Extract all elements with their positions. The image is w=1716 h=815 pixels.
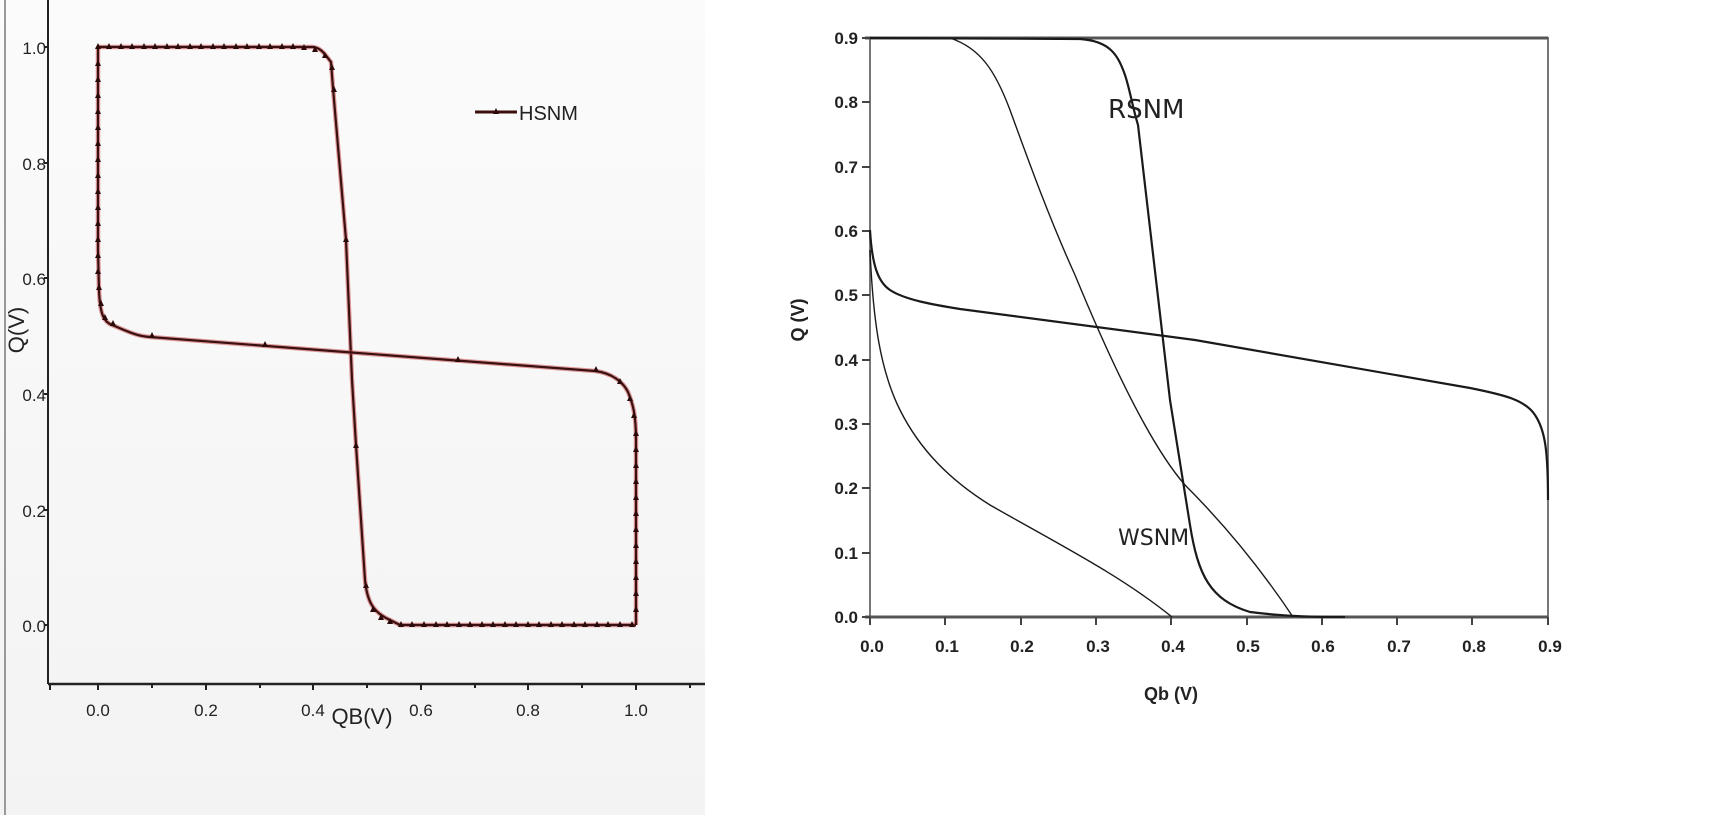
hsnm-chart-panel: 1.0 0.8 0.6 0.4 0.2 0.0 0.0 0.2 0.4 0.6 … [0,0,705,815]
curves [868,36,1550,619]
rsnm-wsnm-chart-panel: 0.9 0.8 0.7 0.6 0.5 0.4 0.3 0.2 0.1 0.0 … [760,0,1716,815]
y-tick-label: 0.0 [22,617,46,636]
y-tick-label: 0.9 [834,29,858,48]
y-axis-label: Q (V) [788,298,808,341]
wsnm-curve-c [949,37,1294,618]
x-tick-label: 1.0 [624,701,648,720]
y-tick-label: 0.8 [834,93,858,112]
rsnm-curve-b [868,229,1550,501]
x-tick-label: 0.4 [301,701,325,720]
y-tick-label: 0.8 [22,155,46,174]
hsnm-markers [95,43,639,627]
x-axis-ticks [869,617,1549,625]
y-tick-label: 0.1 [834,544,858,563]
legend-marker-icon [493,108,499,114]
y-tick-label: 1.0 [22,39,46,58]
rsnm-annotation: RSNM [1108,95,1184,125]
hsnm-curve-2 [95,47,639,625]
x-tick-label: 0.2 [1010,637,1034,656]
x-tick-label: 0.4 [1161,637,1185,656]
x-tick-label: 0.1 [935,637,959,656]
x-axis-label: QB(V) [331,704,392,729]
y-tick-label: 0.3 [834,415,858,434]
y-tick-label: 0.2 [22,502,46,521]
hsnm-chart: 1.0 0.8 0.6 0.4 0.2 0.0 0.0 0.2 0.4 0.6 … [4,0,705,815]
y-tick-label: 0.0 [834,608,858,627]
hsnm-curve-1 [98,44,636,628]
x-tick-label: 0.0 [86,701,110,720]
legend: HSNM [475,103,578,125]
x-tick-label: 0.6 [1311,637,1335,656]
y-tick-label: 0.7 [834,158,858,177]
x-tick-labels: 0.0 0.1 0.2 0.3 0.4 0.5 0.6 0.7 0.8 0.9 [860,637,1562,656]
x-tick-label: 0.8 [516,701,540,720]
y-tick-labels: 1.0 0.8 0.6 0.4 0.2 0.0 [22,39,46,636]
rsnm-curve-a [869,36,1346,619]
y-tick-label: 0.4 [834,351,858,370]
y-tick-labels: 0.9 0.8 0.7 0.6 0.5 0.4 0.3 0.2 0.1 0.0 [834,29,858,627]
rsnm-wsnm-chart: 0.9 0.8 0.7 0.6 0.5 0.4 0.3 0.2 0.1 0.0 … [788,29,1562,704]
y-tick-label: 0.6 [22,270,46,289]
x-tick-label: 0.9 [1538,637,1562,656]
x-tick-label: 0.7 [1387,637,1411,656]
y-tick-label: 0.2 [834,479,858,498]
x-tick-labels: 0.0 0.2 0.4 0.6 0.8 1.0 [86,701,648,720]
y-tick-label: 0.5 [834,286,858,305]
y-tick-label: 0.6 [834,222,858,241]
y-tick-label: 0.4 [22,386,46,405]
x-tick-label: 0.3 [1086,637,1110,656]
wsnm-annotation: WSNM [1118,526,1189,551]
y-axis-ticks [44,46,48,626]
x-tick-label: 0.5 [1236,637,1260,656]
x-tick-label: 0.0 [860,637,884,656]
x-tick-label: 0.2 [194,701,218,720]
plot-frame [869,37,1549,618]
wsnm-curve-d [869,249,1173,618]
x-tick-label: 0.8 [1462,637,1486,656]
legend-label: HSNM [519,103,578,125]
y-axis-label: Q(V) [4,307,29,353]
x-axis-ticks [49,684,691,690]
x-axis-label: Qb (V) [1144,684,1198,704]
y-axis-ticks [862,37,870,618]
x-tick-label: 0.6 [409,701,433,720]
